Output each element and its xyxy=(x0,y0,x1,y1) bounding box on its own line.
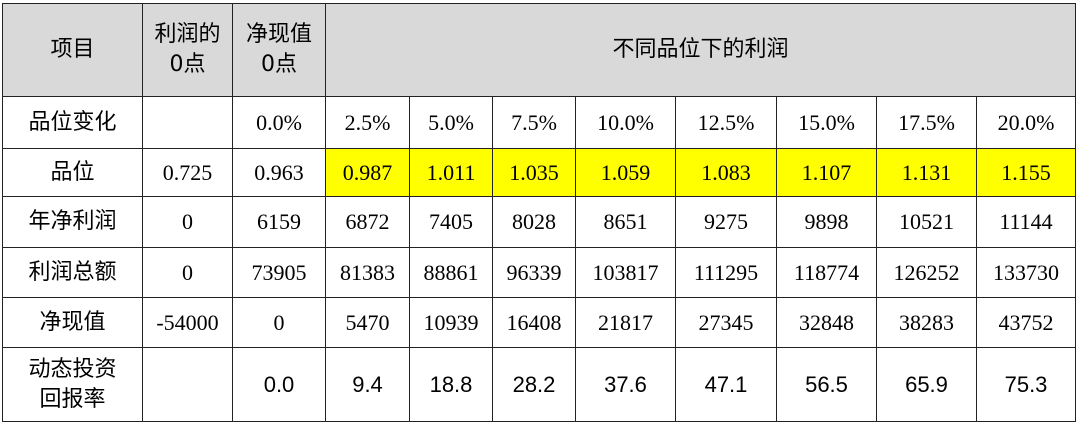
cell: 27345 xyxy=(675,297,777,348)
cell-text: 0点 xyxy=(261,52,297,77)
cell-text: 回报率 xyxy=(39,386,106,412)
cell: 20.0% xyxy=(975,96,1077,149)
cell: 0 xyxy=(142,247,233,298)
cell: 1.107 xyxy=(776,148,877,197)
cell: 17.5% xyxy=(876,96,977,149)
row-label: 净现值 xyxy=(2,297,143,348)
cell: 7405 xyxy=(409,196,493,248)
cell: 126252 xyxy=(876,247,977,298)
cell: 75.3 xyxy=(975,347,1077,422)
cell: 5470 xyxy=(325,297,410,348)
cell: 5.0% xyxy=(409,96,493,149)
cell xyxy=(142,96,233,149)
cell: 118774 xyxy=(776,247,877,298)
cell: 0.963 xyxy=(232,148,326,197)
cell: 1.131 xyxy=(876,148,977,197)
cell: 1.011 xyxy=(409,148,493,197)
cell: 103817 xyxy=(575,247,676,298)
cell: 37.6 xyxy=(575,347,676,422)
cell-text: 利润总额 xyxy=(28,259,117,285)
cell: 12.5% xyxy=(675,96,777,149)
cell-text: 0点 xyxy=(169,52,206,77)
cell: 6872 xyxy=(325,196,410,248)
header-row: 项目 利润的 0点 净现值 0点 不同品位下的利润 xyxy=(2,3,1077,97)
cell: 21817 xyxy=(575,297,676,348)
cell: 0 xyxy=(142,196,233,248)
cell: 1.035 xyxy=(492,148,576,197)
cell: 43752 xyxy=(975,297,1077,348)
cell: 10.0% xyxy=(575,96,676,149)
row-label: 年净利润 xyxy=(2,196,143,248)
cell: 0.987 xyxy=(325,148,410,197)
row-label: 动态投资 回报率 xyxy=(2,347,143,422)
cell: 16408 xyxy=(492,297,576,348)
table: 项目 利润的 0点 净现值 0点 不同品位下的利润 品位变化 0.0% 2.5% 5.0% 7.5%… xyxy=(2,3,1077,422)
cell: 11144 xyxy=(975,196,1077,248)
cell: 9.4 xyxy=(325,347,410,422)
cell: 10521 xyxy=(876,196,977,248)
cell xyxy=(142,347,233,422)
cell-text: 项目 xyxy=(50,37,95,62)
cell: 10939 xyxy=(409,297,493,348)
cell: 6159 xyxy=(232,196,326,248)
table-row: 品位 0.725 0.963 0.987 1.011 1.035 1.059 1.083 1.1… xyxy=(2,148,1077,197)
cell-text: 利润的 xyxy=(154,22,221,47)
cell-text: 品位变化 xyxy=(28,109,117,135)
cell: -54000 xyxy=(142,297,233,348)
table-row: 净现值 -54000 0 5470 10939 16408 21817 27345 32848 3… xyxy=(2,297,1077,348)
cell: 1.083 xyxy=(675,148,777,197)
cell: 133730 xyxy=(975,247,1077,298)
cell: 81383 xyxy=(325,247,410,298)
cell: 0.0 xyxy=(232,347,326,422)
cell: 8028 xyxy=(492,196,576,248)
cell: 96339 xyxy=(492,247,576,298)
table-row: 品位变化 0.0% 2.5% 5.0% 7.5% 10.0% 12.5% 15.0% 17.5%… xyxy=(2,96,1077,149)
cell: 7.5% xyxy=(492,96,576,149)
row-label: 品位变化 xyxy=(2,96,143,149)
cell-text: 净现值 xyxy=(39,309,106,335)
table-row: 年净利润 0 6159 6872 7405 8028 8651 9275 9898 10521 11… xyxy=(2,196,1077,248)
cell: 8651 xyxy=(575,196,676,248)
header-cell: 不同品位下的利润 xyxy=(324,3,1077,97)
cell-text: 年净利润 xyxy=(28,209,117,234)
cell: 73905 xyxy=(232,247,326,298)
cell: 47.1 xyxy=(675,347,777,422)
cell-text: 动态投资 xyxy=(28,356,117,382)
cell: 15.0% xyxy=(776,96,877,149)
cell: 111295 xyxy=(675,247,777,298)
cell: 65.9 xyxy=(876,347,977,422)
table-body: 项目 利润的 0点 净现值 0点 不同品位下的利润 品位变化 0.0% 2.5% 5.0% 7.5%… xyxy=(2,3,1077,422)
cell-text: 净现值 xyxy=(245,22,312,47)
cell: 0.0% xyxy=(232,96,326,149)
header-cell: 净现值 0点 xyxy=(232,3,326,97)
cell: 56.5 xyxy=(776,347,877,422)
cell-text: 品位 xyxy=(50,159,95,185)
row-label: 利润总额 xyxy=(2,247,143,298)
cell: 9898 xyxy=(776,196,877,248)
cell: 0 xyxy=(232,297,326,348)
cell: 88861 xyxy=(409,247,493,298)
table-row: 动态投资回报率 0.0 9.4 18.8 28.2 37.6 47.1 56.5 65.9 75.… xyxy=(2,347,1077,422)
cell: 18.8 xyxy=(409,347,493,422)
cell: 1.155 xyxy=(975,148,1077,197)
cell-text: 不同品位下的利润 xyxy=(612,37,789,62)
cell: 0.725 xyxy=(142,148,233,197)
cell: 38283 xyxy=(876,297,977,348)
cell: 1.059 xyxy=(575,148,676,197)
cell: 2.5% xyxy=(325,96,410,149)
table-row: 利润总额 0 73905 81383 88861 96339 103817 111295 118… xyxy=(2,247,1077,298)
header-cell: 项目 xyxy=(2,3,143,97)
cell: 32848 xyxy=(776,297,877,348)
header-cell: 利润的 0点 xyxy=(142,3,233,97)
cell: 9275 xyxy=(675,196,777,248)
row-label: 品位 xyxy=(2,148,143,197)
cell: 28.2 xyxy=(492,347,576,422)
